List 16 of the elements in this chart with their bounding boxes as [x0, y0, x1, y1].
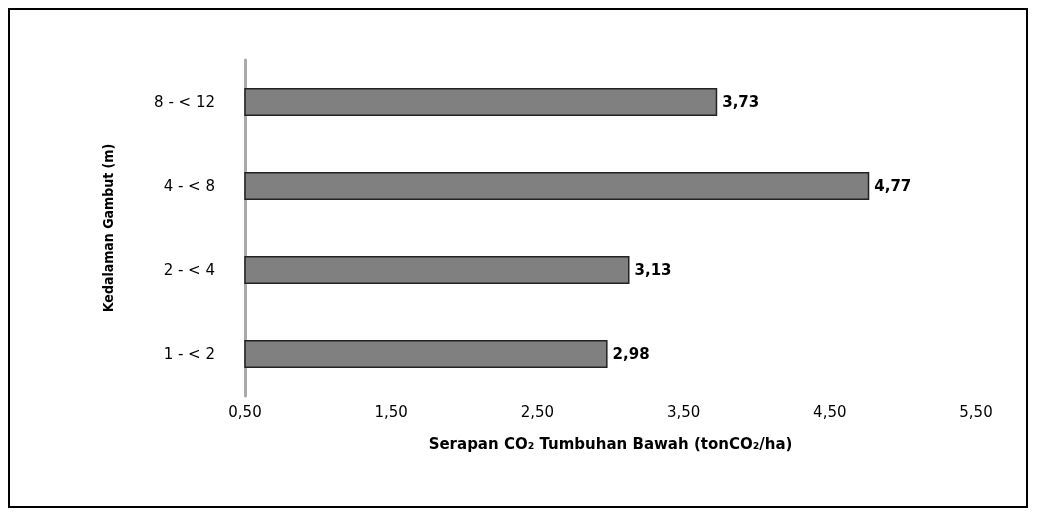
- x-tick-label: 2,50: [520, 402, 555, 421]
- y-tick-label: 4 - < 8: [163, 177, 215, 195]
- y-tick-label: 2 - < 4: [163, 261, 215, 279]
- data-label: 3,73: [722, 93, 760, 111]
- y-axis-title: Kedalaman Gambut (m): [100, 143, 116, 313]
- y-tick-label: 8 - < 12: [154, 93, 215, 111]
- x-tick-label: 5,50: [959, 402, 993, 421]
- x-tick-label: 3,50: [666, 402, 701, 421]
- y-tick-label: 1 - < 2: [163, 345, 215, 363]
- x-tick-label: 4,50: [813, 402, 847, 421]
- x-axis-title: Serapan CO₂ Tumbuhan Bawah (tonCO₂/ha): [428, 434, 793, 453]
- x-tick-label: 0,50: [228, 402, 262, 421]
- data-label: 2,98: [612, 345, 650, 363]
- data-label: 4,77: [874, 177, 912, 195]
- data-label: 3,13: [634, 261, 672, 279]
- x-tick-label: 1,50: [374, 402, 408, 421]
